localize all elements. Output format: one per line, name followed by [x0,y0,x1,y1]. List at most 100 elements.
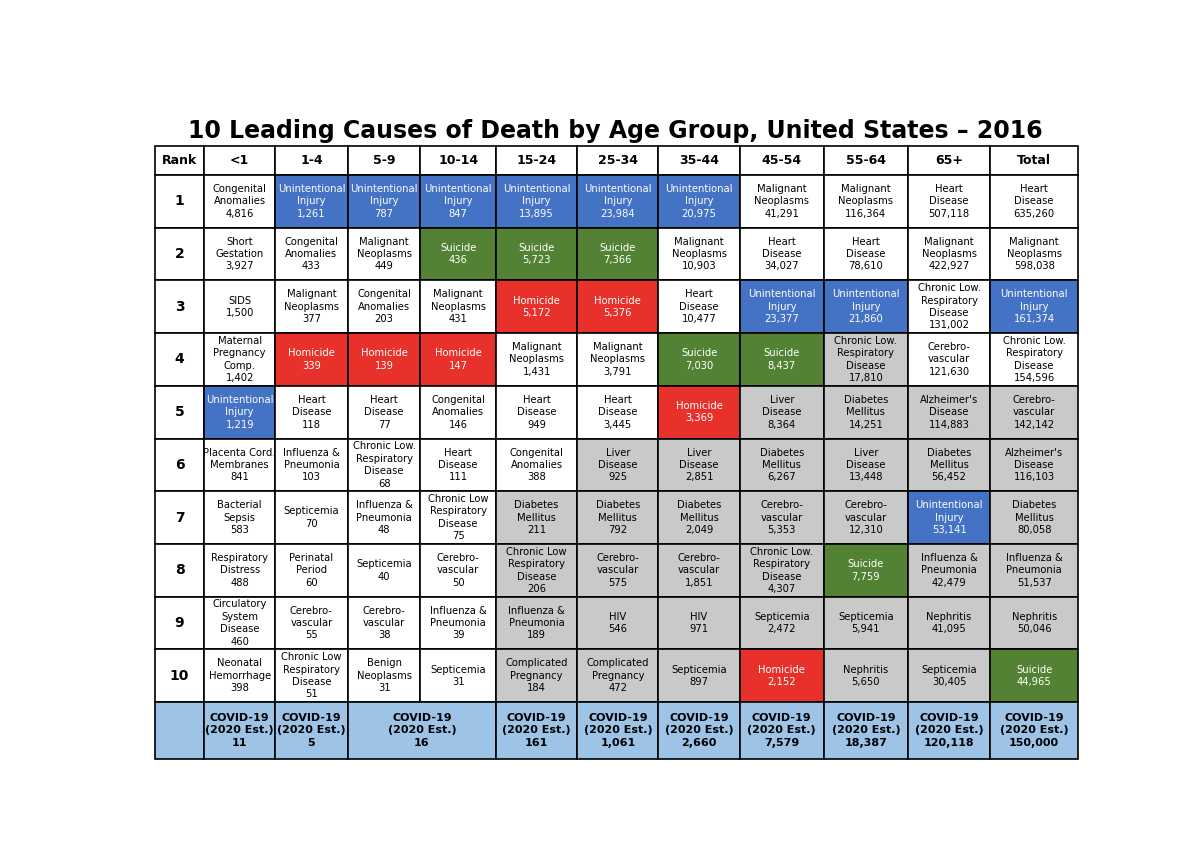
Text: Homicide
3,369: Homicide 3,369 [676,401,722,424]
Bar [739,438,824,491]
Bar [990,228,1078,281]
Bar [348,491,420,544]
Text: Heart
Disease
34,027: Heart Disease 34,027 [762,236,802,271]
Bar [659,175,739,228]
Bar [496,175,577,228]
Bar [824,281,908,333]
Bar [908,491,990,544]
Bar [496,281,577,333]
Bar [420,438,496,491]
Bar [348,597,420,650]
Text: COVID-19
(2020 Est.)
161: COVID-19 (2020 Est.) 161 [503,713,571,748]
Text: Liver
Disease
2,851: Liver Disease 2,851 [679,448,719,482]
Text: Perinatal
Period
60: Perinatal Period 60 [289,553,334,588]
Text: Liver
Disease
925: Liver Disease 925 [598,448,637,482]
Bar [577,438,659,491]
Text: COVID-19
(2020 Est.)
1,061: COVID-19 (2020 Est.) 1,061 [583,713,652,748]
Bar [739,650,824,702]
Text: Circulatory
System
Disease
460: Circulatory System Disease 460 [212,599,266,646]
Text: Heart
Disease
10,477: Heart Disease 10,477 [679,289,719,324]
Text: Liver
Disease
13,448: Liver Disease 13,448 [846,448,886,482]
Text: Homicide
2,152: Homicide 2,152 [758,664,805,687]
Text: Diabetes
Mellitus
80,058: Diabetes Mellitus 80,058 [1012,500,1056,535]
Bar [577,702,659,758]
Bar [990,491,1078,544]
Text: 65+: 65+ [935,154,964,167]
Text: Diabetes
Mellitus
56,452: Diabetes Mellitus 56,452 [926,448,971,482]
Bar [204,491,275,544]
Text: Unintentional
Injury
23,984: Unintentional Injury 23,984 [584,184,652,219]
Text: 5-9: 5-9 [373,154,395,167]
Bar [275,597,348,650]
Bar [577,146,659,175]
Bar [348,175,420,228]
Text: Chronic Low.
Respiratory
Disease
154,596: Chronic Low. Respiratory Disease 154,596 [1003,336,1066,383]
Text: Diabetes
Mellitus
2,049: Diabetes Mellitus 2,049 [677,500,721,535]
Bar [155,386,204,438]
Text: Malignant
Neoplasms
1,431: Malignant Neoplasms 1,431 [509,342,564,377]
Text: 1-4: 1-4 [300,154,323,167]
Text: Heart
Disease
77: Heart Disease 77 [365,395,404,430]
Bar [204,386,275,438]
Bar [908,386,990,438]
Bar [275,386,348,438]
Text: Septicemia
30,405: Septicemia 30,405 [922,664,977,687]
Text: Malignant
Neoplasms
377: Malignant Neoplasms 377 [284,289,338,324]
Bar [348,333,420,386]
Text: COVID-19
(2020 Est.)
150,000: COVID-19 (2020 Est.) 150,000 [1000,713,1068,748]
Bar [496,438,577,491]
Text: Placenta Cord.
Membranes
841: Placenta Cord. Membranes 841 [204,448,276,482]
Bar [908,281,990,333]
Bar [908,650,990,702]
Bar [908,146,990,175]
Bar [824,544,908,597]
Text: Malignant
Neoplasms
422,927: Malignant Neoplasms 422,927 [922,236,977,271]
Text: 4: 4 [175,353,185,366]
Bar [908,597,990,650]
Text: Congenital
Anomalies
388: Congenital Anomalies 388 [510,448,564,482]
Bar [204,650,275,702]
Text: Heart
Disease
111: Heart Disease 111 [438,448,478,482]
Bar [659,597,739,650]
Bar [155,333,204,386]
Text: Diabetes
Mellitus
211: Diabetes Mellitus 211 [515,500,559,535]
Bar [659,281,739,333]
Text: Congenital
Anomalies
203: Congenital Anomalies 203 [358,289,412,324]
Text: Malignant
Neoplasms
116,364: Malignant Neoplasms 116,364 [839,184,894,219]
Text: Septicemia
5,941: Septicemia 5,941 [838,612,894,634]
Bar [420,333,496,386]
Bar [420,281,496,333]
Text: 25-34: 25-34 [598,154,638,167]
Text: Unintentional
Injury
847: Unintentional Injury 847 [425,184,492,219]
Bar [496,228,577,281]
Bar [659,228,739,281]
Text: Bacterial
Sepsis
583: Bacterial Sepsis 583 [217,500,262,535]
Text: Cerebro-
vascular
55: Cerebro- vascular 55 [290,606,332,640]
Bar [990,438,1078,491]
Text: Alzheimer's
Disease
114,883: Alzheimer's Disease 114,883 [920,395,978,430]
Bar [824,650,908,702]
Text: Congenital
Anomalies
4,816: Congenital Anomalies 4,816 [212,184,266,219]
Text: Heart
Disease
949: Heart Disease 949 [517,395,557,430]
Text: Malignant
Neoplasms
431: Malignant Neoplasms 431 [431,289,486,324]
Bar [348,386,420,438]
Text: <1: <1 [230,154,250,167]
Text: Chronic Low.
Respiratory
Disease
131,002: Chronic Low. Respiratory Disease 131,002 [918,283,980,330]
Bar [739,597,824,650]
Text: Suicide
5,723: Suicide 5,723 [518,243,554,265]
Text: Malignant
Neoplasms
41,291: Malignant Neoplasms 41,291 [755,184,809,219]
Bar [577,386,659,438]
Text: 5: 5 [175,405,185,419]
Text: Unintentional
Injury
161,374: Unintentional Injury 161,374 [1001,289,1068,324]
Text: 3: 3 [175,300,185,314]
Bar [659,333,739,386]
Bar [275,544,348,597]
Text: 2: 2 [175,247,185,261]
Text: Homicide
339: Homicide 339 [288,348,335,371]
Text: Chronic Low
Respiratory
Disease
75: Chronic Low Respiratory Disease 75 [428,494,488,541]
Text: Unintentional
Injury
1,261: Unintentional Injury 1,261 [277,184,346,219]
Bar [348,544,420,597]
Text: Homicide
139: Homicide 139 [361,348,408,371]
Bar [824,597,908,650]
Text: Cerebro-
vascular
5,353: Cerebro- vascular 5,353 [761,500,803,535]
